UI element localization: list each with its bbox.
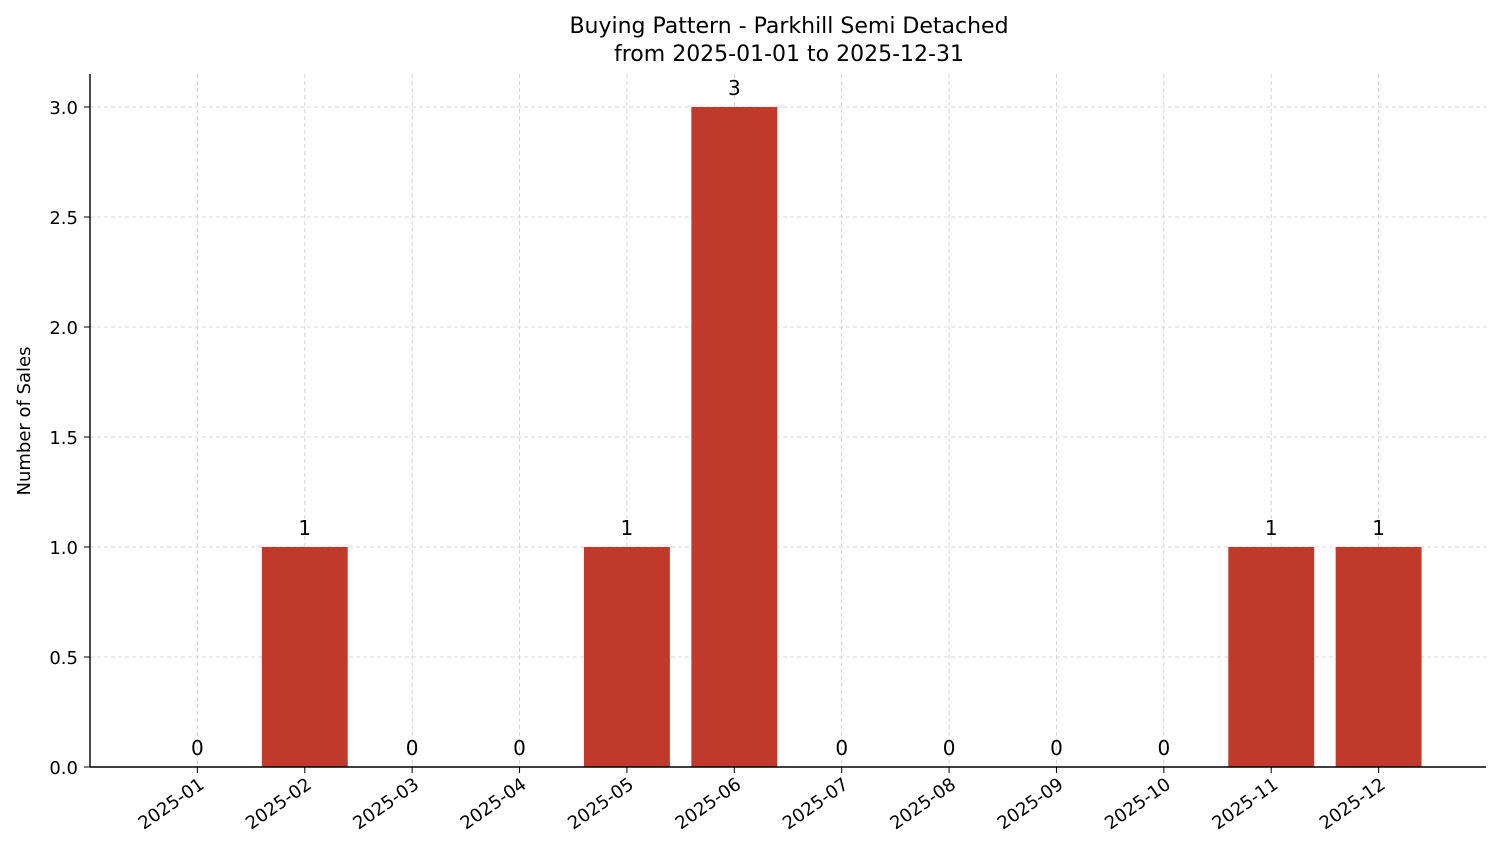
bar-value-label: 1 [621, 516, 634, 540]
x-tick-label: 2025-12 [1316, 774, 1390, 834]
x-tick-label: 2025-02 [242, 774, 316, 834]
x-tick-label: 2025-05 [564, 774, 638, 834]
bar-value-label: 0 [406, 736, 419, 760]
bar-value-label: 0 [943, 736, 956, 760]
x-tick-label: 2025-11 [1208, 774, 1282, 834]
y-tick-label: 2.5 [49, 208, 78, 229]
x-tick-label: 2025-10 [1101, 774, 1175, 834]
y-axis-label: Number of Sales [14, 346, 35, 495]
y-tick-label: 0.5 [49, 648, 78, 669]
bar [1228, 547, 1315, 767]
x-tick-label: 2025-06 [672, 774, 746, 834]
chart-subtitle: from 2025-01-01 to 2025-12-31 [614, 42, 964, 67]
x-tick-label: 2025-01 [135, 774, 209, 834]
data-labels: 0 1 0 0 1 3 0 0 0 0 1 1 [191, 76, 1385, 760]
y-tick-label: 3.0 [49, 98, 78, 119]
bar-value-label: 1 [1372, 516, 1385, 540]
bar-value-label: 0 [191, 736, 204, 760]
bars [261, 107, 1422, 767]
bar [583, 547, 670, 767]
y-tick-labels: 0.0 0.5 1.0 1.5 2.0 2.5 3.0 [49, 98, 78, 779]
x-tick-label: 2025-04 [457, 774, 531, 834]
bar [691, 107, 778, 767]
bar-value-label: 1 [1265, 516, 1278, 540]
bar-value-label: 0 [1157, 736, 1170, 760]
x-tick-labels: 2025-01 2025-02 2025-03 2025-04 2025-05 2025-… [135, 774, 1390, 834]
chart-title: Buying Pattern - Parkhill Semi Detached [569, 14, 1008, 39]
x-tick-label: 2025-03 [349, 774, 423, 834]
bar-value-label: 0 [1050, 736, 1063, 760]
y-tick-label: 1.5 [49, 428, 78, 449]
bar [1335, 547, 1422, 767]
x-tick-label: 2025-09 [994, 774, 1068, 834]
bar-value-label: 0 [513, 736, 526, 760]
bar-value-label: 0 [835, 736, 848, 760]
y-tick-label: 0.0 [49, 758, 78, 779]
y-tick-label: 2.0 [49, 318, 78, 339]
axes [84, 74, 1486, 773]
bar-value-label: 1 [298, 516, 311, 540]
bar-value-label: 3 [728, 76, 741, 100]
y-tick-label: 1.0 [49, 538, 78, 559]
bar [261, 547, 348, 767]
x-tick-label: 2025-08 [886, 774, 960, 834]
x-tick-label: 2025-07 [779, 774, 853, 834]
